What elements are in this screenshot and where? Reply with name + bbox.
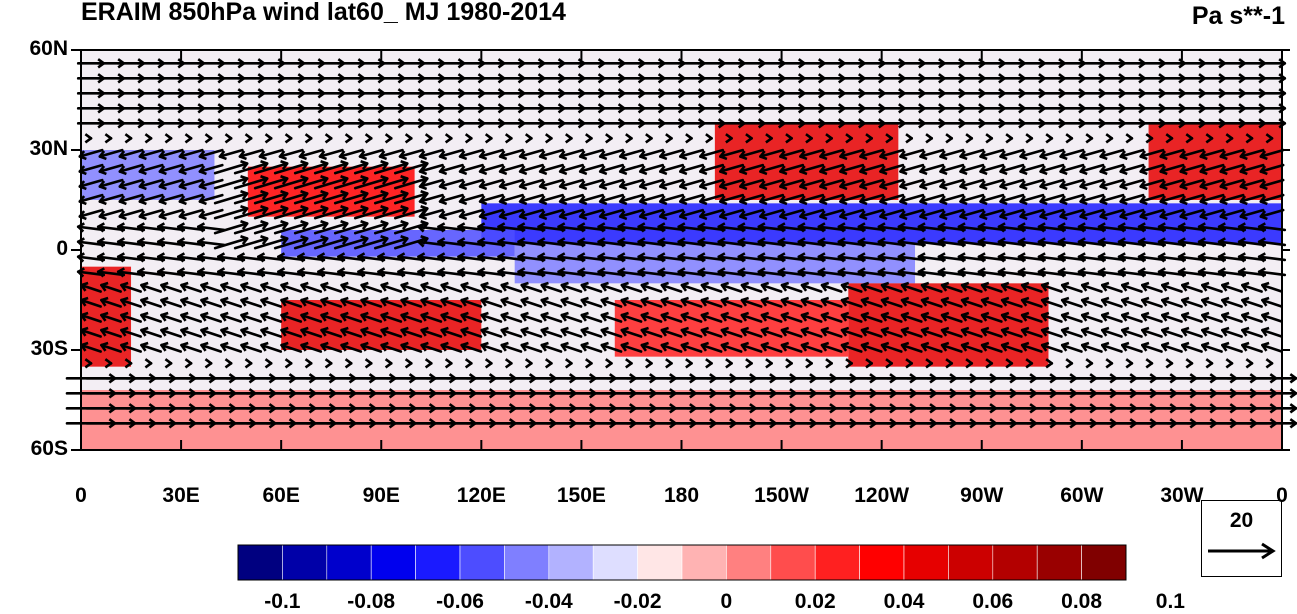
colorbar-label: 0	[691, 590, 761, 614]
x-tick-label: 150W	[742, 484, 822, 508]
colorbar-label: 0.08	[1047, 590, 1117, 614]
colorbar-box	[282, 545, 326, 580]
colorbar-box	[504, 545, 548, 580]
colorbar-label: -0.06	[425, 590, 495, 614]
x-tick-label: 60E	[241, 484, 321, 508]
colorbar-box	[993, 545, 1037, 580]
colorbar-label: 0.04	[869, 590, 939, 614]
field-band-1	[515, 243, 915, 283]
y-tick-label: 0	[8, 237, 68, 261]
colorbar-box	[371, 545, 415, 580]
y-tick-label: 30S	[8, 337, 68, 361]
colorbar-box	[327, 545, 371, 580]
x-tick-label: 180	[642, 484, 722, 508]
x-tick-label: 150E	[541, 484, 621, 508]
colorbar-label: 0.06	[958, 590, 1028, 614]
x-tick-label: 120W	[842, 484, 922, 508]
colorbar-label: -0.04	[514, 590, 584, 614]
field-band-5	[848, 283, 1048, 366]
y-tick-label: 60N	[8, 37, 68, 61]
colorbar-label: -0.02	[603, 590, 673, 614]
y-tick-label: 30N	[8, 137, 68, 161]
colorbar-box	[1037, 545, 1081, 580]
colorbar-box	[726, 545, 770, 580]
colorbar-box	[1082, 545, 1126, 580]
colorbar	[238, 545, 1126, 580]
x-tick-label: 90W	[942, 484, 1022, 508]
x-tick-label: 0	[41, 484, 121, 508]
colorbar-box	[593, 545, 637, 580]
colorbar-label: -0.08	[336, 590, 406, 614]
y-tick-label: 60S	[8, 437, 68, 461]
field-band-10	[248, 167, 415, 217]
colorbar-label: -0.1	[247, 590, 317, 614]
colorbar-box	[416, 545, 460, 580]
colorbar-box	[238, 545, 282, 580]
x-tick-label: 60W	[1042, 484, 1122, 508]
colorbar-box	[771, 545, 815, 580]
colorbar-label: 0.02	[780, 590, 850, 614]
x-tick-label: 120E	[441, 484, 521, 508]
colorbar-box	[815, 545, 859, 580]
reference-arrow	[1202, 501, 1280, 575]
colorbar-box	[860, 545, 904, 580]
colorbar-box	[549, 545, 593, 580]
colorbar-box	[948, 545, 992, 580]
colorbar-box	[638, 545, 682, 580]
colorbar-box	[682, 545, 726, 580]
colorbar-box	[904, 545, 948, 580]
x-tick-label: 90E	[341, 484, 421, 508]
x-tick-label: 30E	[141, 484, 221, 508]
reference-vector-box: 20	[1201, 500, 1282, 577]
colorbar-label: 0.1	[1135, 590, 1205, 614]
colorbar-box	[460, 545, 504, 580]
